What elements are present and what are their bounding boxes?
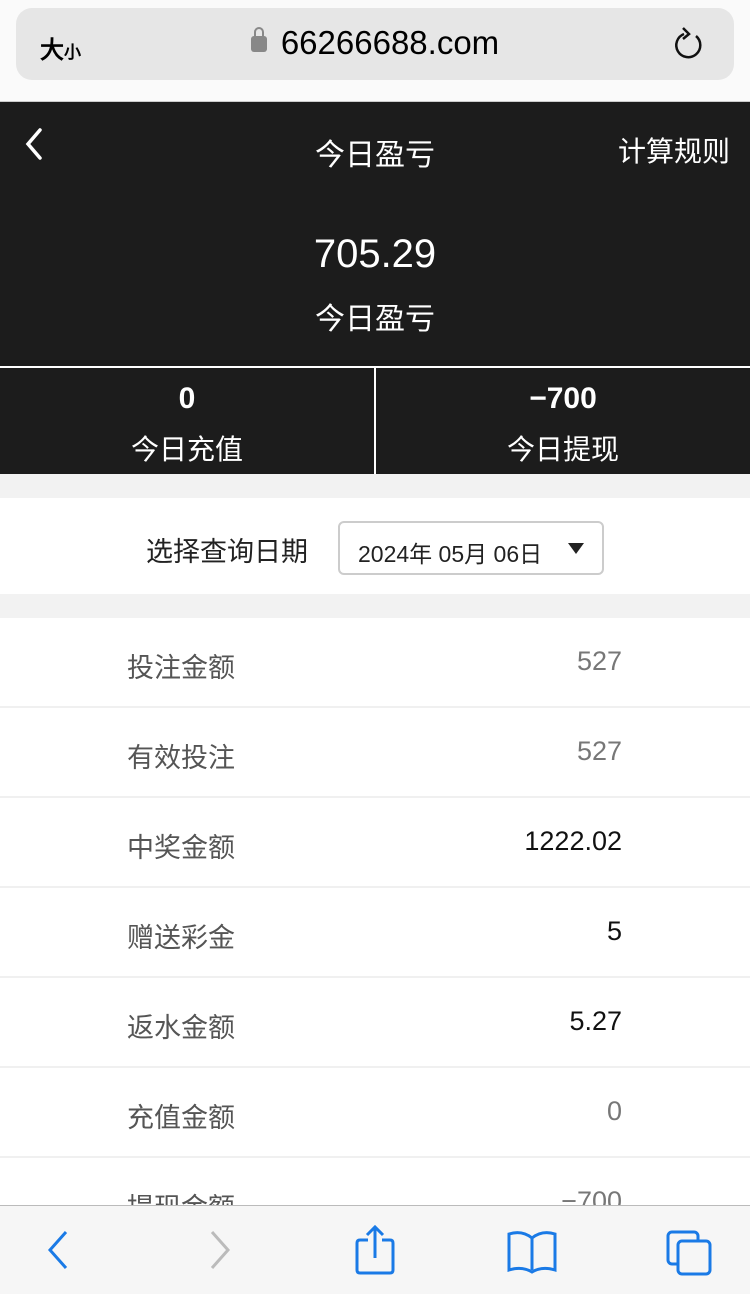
share-icon[interactable]	[354, 1224, 396, 1276]
stat-label: 今日提现	[506, 434, 619, 465]
profit-header: 今日盈亏 计算规则 705.29 今日盈亏 0 今日充值 −700 今日提现	[0, 102, 750, 474]
browser-bar: 大小 66266688.com	[0, 0, 750, 102]
list-item: 投注金额 527	[0, 618, 750, 708]
list-item: 赠送彩金 5	[0, 888, 750, 978]
item-label: 赠送彩金	[127, 923, 235, 953]
item-value: 5.27	[569, 1006, 622, 1036]
stat-value: −700	[529, 382, 597, 415]
stat-label: 今日充值	[130, 434, 243, 465]
item-value: 0	[606, 1096, 622, 1126]
text-size-large: 大	[40, 37, 64, 64]
lock-icon	[250, 27, 267, 52]
item-label: 投注金额	[127, 653, 235, 683]
stat-value: 0	[178, 382, 196, 415]
stat-withdraw: −700 今日提现	[376, 368, 750, 474]
profit-label: 今日盈亏	[315, 303, 435, 336]
item-value: 527	[576, 736, 622, 766]
caret-down-icon	[568, 543, 584, 554]
item-value: 527	[576, 646, 622, 676]
bookmarks-icon[interactable]	[506, 1230, 558, 1274]
stat-deposit: 0 今日充值	[0, 368, 376, 474]
forward-nav-icon[interactable]	[204, 1228, 234, 1272]
list-item: 中奖金额 1222.02	[0, 798, 750, 888]
back-icon[interactable]	[22, 126, 46, 162]
date-filter: 选择查询日期 2024年 05月 06日	[0, 498, 750, 594]
item-value: 5	[606, 916, 622, 946]
reload-icon[interactable]	[672, 26, 706, 62]
item-label: 返水金额	[127, 1013, 235, 1043]
stats-row: 0 今日充值 −700 今日提现	[0, 366, 750, 474]
url-text[interactable]: 66266688.com	[280, 24, 500, 61]
text-size-small: 小	[64, 43, 81, 62]
list-item: 有效投注 527	[0, 708, 750, 798]
item-label: 充值金额	[127, 1103, 235, 1133]
date-label: 选择查询日期	[146, 537, 308, 567]
detail-list: 投注金额 527 有效投注 527 中奖金额 1222.02 赠送彩金 5 返水金额 5.27 充值…	[0, 618, 750, 1248]
back-nav-icon[interactable]	[44, 1228, 74, 1272]
text-size-button[interactable]: 大小	[40, 30, 81, 65]
calculation-rules-link[interactable]: 计算规则	[617, 136, 730, 167]
tabs-icon[interactable]	[666, 1230, 714, 1276]
item-label: 有效投注	[127, 743, 235, 773]
date-select[interactable]: 2024年 05月 06日	[338, 521, 604, 575]
date-value: 2024年 05月 06日	[358, 541, 543, 567]
browser-toolbar	[0, 1205, 750, 1294]
list-item: 充值金额 0	[0, 1068, 750, 1158]
list-item: 返水金额 5.27	[0, 978, 750, 1068]
address-bar[interactable]: 大小 66266688.com	[16, 8, 734, 80]
item-label: 中奖金额	[127, 833, 235, 863]
item-value: 1222.02	[524, 826, 622, 856]
page-title: 今日盈亏	[315, 139, 435, 172]
profit-amount: 705.29	[313, 232, 437, 276]
